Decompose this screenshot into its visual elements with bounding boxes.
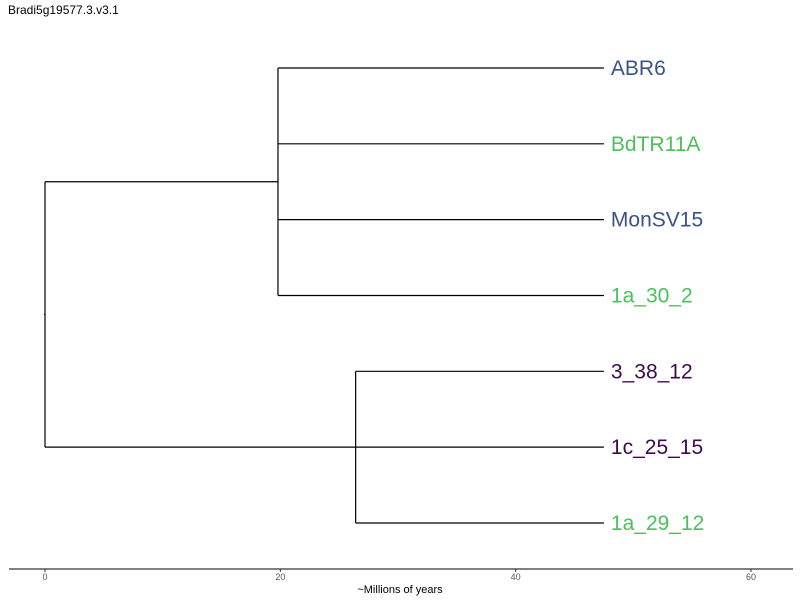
x-axis-title: ~Millions of years xyxy=(357,584,443,596)
leaf-label: 1c_25_15 xyxy=(611,436,703,459)
leaf-label: 1a_29_12 xyxy=(611,512,704,535)
x-tick-label: 40 xyxy=(511,572,521,582)
leaf-label: 3_38_12 xyxy=(611,360,693,383)
leaf-label: BdTR11A xyxy=(611,133,701,156)
leaf-label: ABR6 xyxy=(611,57,666,80)
x-axis: 0 20 40 60 ~Millions of years xyxy=(9,568,793,596)
leaf-labels: ABR6 BdTR11A MonSV15 1a_30_2 3_38_12 1c_25_15… xyxy=(611,57,704,535)
x-tick-label: 20 xyxy=(275,572,285,582)
page-title: Bradi5g19577.3.v3.1 xyxy=(8,3,119,17)
x-axis-ticks: 0 20 40 60 xyxy=(42,569,756,582)
leaf-label: MonSV15 xyxy=(611,209,703,232)
x-tick-label: 0 xyxy=(42,572,47,582)
leaf-label: 1a_30_2 xyxy=(611,284,693,307)
x-tick-label: 60 xyxy=(746,572,756,582)
branches xyxy=(44,67,604,524)
